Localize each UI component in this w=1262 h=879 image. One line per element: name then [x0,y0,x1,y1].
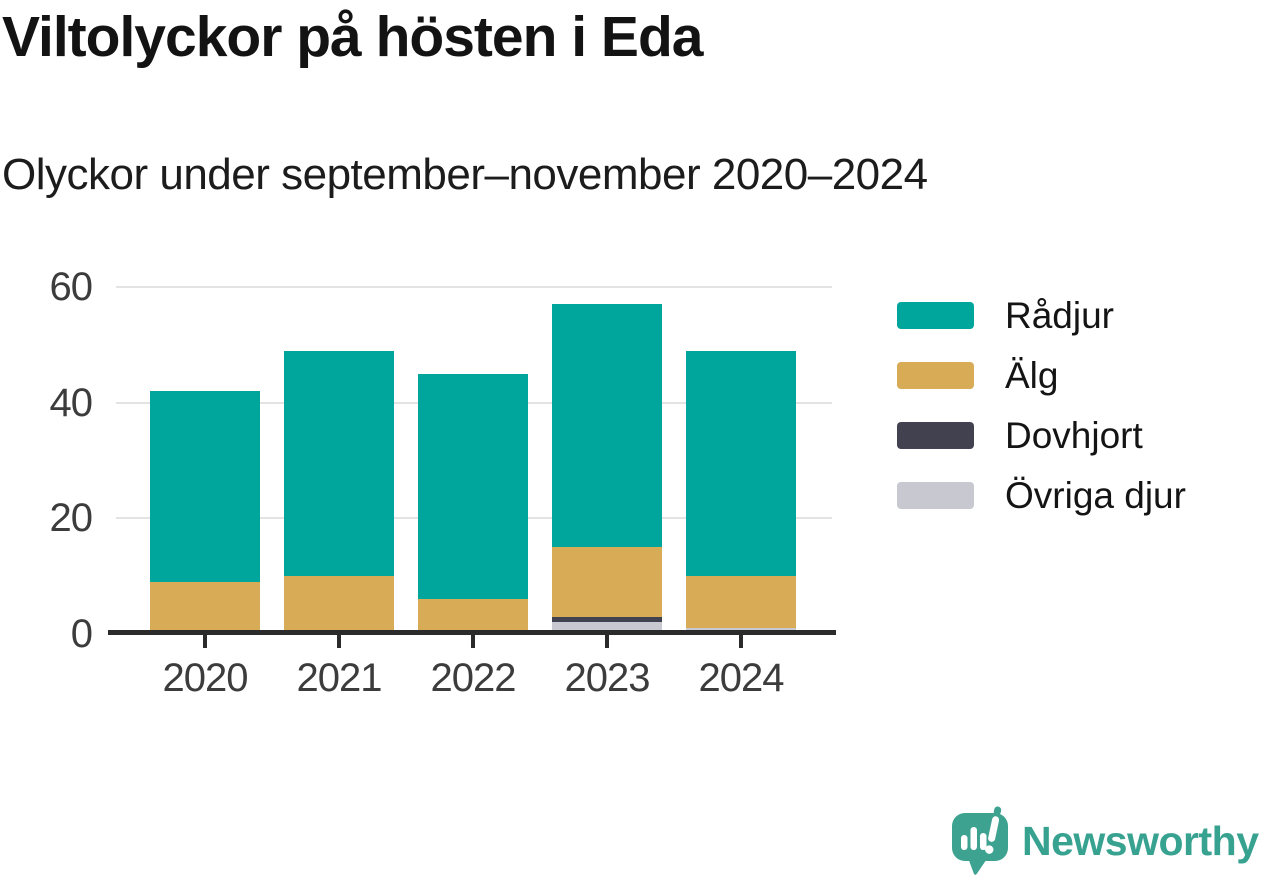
x-tick-label: 2023 [564,656,651,700]
bar-2024-segment-alg [686,576,796,629]
bar-2020-segment-alg [150,581,260,634]
x-tick-label: 2020 [162,656,249,700]
chart-subtitle: Olyckor under september–november 2020–20… [2,150,928,199]
bar-2021-segment-alg [284,576,394,634]
gridline-60 [116,285,832,288]
legend-item-dovhjort: Dovhjort [897,417,1186,454]
legend-label-radjur: Rådjur [1005,295,1114,336]
y-tick-label: 40 [49,380,94,425]
y-tick-label: 60 [49,264,94,309]
x-tick-mark-2023 [605,635,609,648]
logo-bar-3 [980,833,987,850]
logo-bar-1 [961,835,968,850]
legend-label-ovriga-djur: Övriga djur [1005,475,1186,516]
logo-exclamation-mark [985,806,1002,854]
bar-2023-segment-radjur [552,304,662,548]
bar-2023-segment-ovriga-djur [552,622,662,634]
x-tick-mark-2021 [337,635,341,648]
legend-label-dovhjort: Dovhjort [1005,415,1143,456]
y-tick-label: 0 [70,612,93,656]
legend-swatch-ovriga-djur [897,482,974,509]
x-tick-label: 2024 [698,656,785,700]
bar-2023-segment-dovhjort [552,616,662,623]
x-tick-mark-2022 [471,635,475,648]
logo-bar-2 [970,827,977,850]
legend-swatch-dovhjort [897,422,974,449]
legend-item-radjur: Rådjur [897,297,1186,334]
y-tick-label: 20 [49,496,94,541]
x-tick-label: 2021 [296,656,383,700]
bar-2022-segment-radjur [418,373,528,600]
newsworthy-logo-text: Newsworthy [1022,817,1259,864]
newsworthy-logo-icon [952,806,1008,875]
x-axis-line [108,630,836,635]
x-tick-mark-2024 [739,635,743,648]
newsworthy-branding: Newsworthy [946,806,1259,876]
x-tick-mark-2020 [203,635,207,648]
legend-label-alg: Älg [1005,355,1059,396]
bar-2023-segment-alg [552,547,662,617]
bar-2024-segment-radjur [686,350,796,577]
page-title: Viltolyckor på hösten i Eda [2,5,703,69]
bar-2021-segment-radjur [284,350,394,577]
chart-legend: Rådjur Älg Dovhjort Övriga djur [897,297,1186,514]
x-tick-label: 2022 [430,656,517,700]
legend-swatch-alg [897,362,974,389]
legend-item-alg: Älg [897,357,1186,394]
legend-item-ovriga-djur: Övriga djur [897,477,1186,514]
legend-swatch-radjur [897,302,974,329]
bar-2020-segment-radjur [150,391,260,582]
bar-2022-segment-alg [418,599,528,634]
